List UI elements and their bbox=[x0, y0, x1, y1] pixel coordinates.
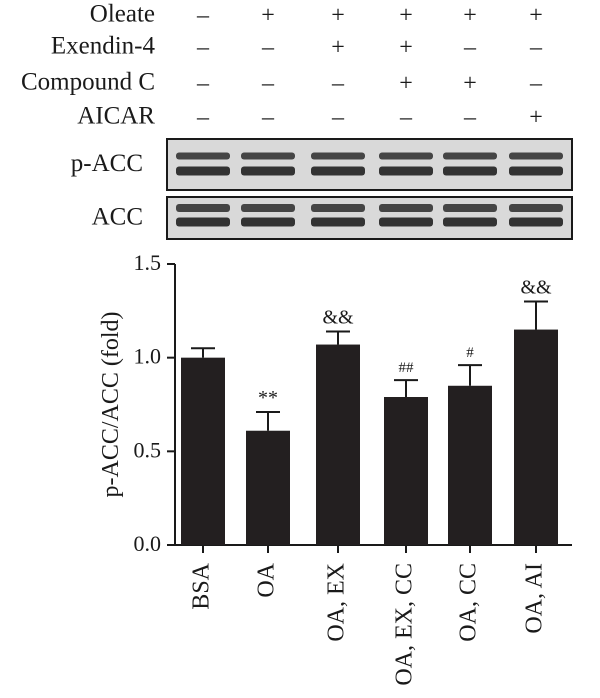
blot-band bbox=[443, 217, 497, 227]
blot-band bbox=[311, 152, 365, 160]
x-tick-label: BSA bbox=[189, 562, 215, 609]
treatment-sign: – bbox=[399, 105, 413, 131]
blot-band bbox=[443, 152, 497, 160]
bar-1 bbox=[246, 430, 290, 545]
treatment-sign: + bbox=[529, 105, 543, 131]
blot-band bbox=[311, 166, 365, 176]
blot-label-0: p-ACC bbox=[71, 150, 143, 177]
bar-4 bbox=[448, 385, 492, 545]
blot-band bbox=[509, 217, 563, 227]
treatment-sign: – bbox=[463, 35, 477, 61]
significance-label: ## bbox=[399, 360, 415, 376]
blot-band bbox=[379, 166, 433, 176]
blot-band bbox=[176, 204, 230, 212]
blot-band bbox=[509, 204, 563, 212]
blot-band bbox=[379, 204, 433, 212]
x-tick-label: OA, AI bbox=[522, 563, 548, 634]
bar-0 bbox=[181, 357, 225, 545]
blot-band bbox=[176, 166, 230, 176]
blot-band bbox=[241, 217, 295, 227]
treatment-sign: + bbox=[529, 3, 543, 29]
treatment-sign: – bbox=[529, 71, 543, 97]
y-tick-label: 0.5 bbox=[134, 437, 162, 462]
treatment-sign: – bbox=[261, 105, 275, 131]
treatment-sign: – bbox=[196, 71, 210, 97]
treatment-sign: + bbox=[399, 71, 413, 97]
treatment-sign: – bbox=[261, 71, 275, 97]
treatment-label-0: Oleate bbox=[90, 1, 155, 28]
x-tick-label: OA, EX, CC bbox=[392, 563, 418, 686]
treatment-sign: – bbox=[196, 105, 210, 131]
blot-band bbox=[176, 217, 230, 227]
x-tick-label: OA, CC bbox=[456, 563, 482, 642]
significance-label: ** bbox=[258, 387, 278, 409]
treatment-label-3: AICAR bbox=[77, 103, 155, 130]
blot-band bbox=[443, 204, 497, 212]
treatment-label-1: Exendin-4 bbox=[51, 33, 156, 60]
blot-band bbox=[241, 204, 295, 212]
bar-5 bbox=[514, 329, 558, 545]
treatment-sign: – bbox=[529, 35, 543, 61]
y-tick-label: 1.5 bbox=[134, 250, 162, 275]
treatment-sign: – bbox=[463, 105, 477, 131]
y-tick-label: 1.0 bbox=[134, 344, 162, 369]
blot-band bbox=[241, 166, 295, 176]
significance-label: && bbox=[322, 306, 354, 328]
blot-band bbox=[241, 152, 295, 160]
blot-band bbox=[311, 204, 365, 212]
treatment-sign: + bbox=[261, 3, 275, 29]
x-tick-label: OA, EX bbox=[324, 563, 350, 642]
blot-band bbox=[509, 166, 563, 176]
blot-band bbox=[509, 152, 563, 160]
blot-panel-1 bbox=[166, 196, 573, 240]
blot-band bbox=[176, 152, 230, 160]
treatment-sign: – bbox=[261, 35, 275, 61]
treatment-sign: – bbox=[196, 35, 210, 61]
treatment-sign: + bbox=[331, 3, 345, 29]
treatment-sign: + bbox=[463, 71, 477, 97]
treatment-sign: – bbox=[331, 71, 345, 97]
treatment-label-2: Compound C bbox=[21, 69, 155, 96]
y-tick-label: 0.0 bbox=[134, 531, 162, 556]
bar-3 bbox=[384, 397, 428, 545]
blot-band bbox=[379, 217, 433, 227]
treatment-sign: + bbox=[331, 35, 345, 61]
significance-label: && bbox=[520, 276, 552, 298]
treatment-sign: + bbox=[399, 3, 413, 29]
treatment-sign: – bbox=[331, 105, 345, 131]
significance-label: # bbox=[466, 345, 474, 361]
blot-band bbox=[443, 166, 497, 176]
y-axis-label: p-ACC/ACC (fold) bbox=[98, 312, 124, 498]
blot-label-1: ACC bbox=[92, 204, 143, 231]
treatment-sign: – bbox=[196, 3, 210, 29]
treatment-sign: + bbox=[399, 35, 413, 61]
x-tick-label: OA bbox=[254, 562, 280, 597]
bar-2 bbox=[316, 344, 360, 545]
blot-panel-0 bbox=[166, 138, 573, 191]
blot-band bbox=[379, 152, 433, 160]
blot-band bbox=[311, 217, 365, 227]
treatment-sign: + bbox=[463, 3, 477, 29]
